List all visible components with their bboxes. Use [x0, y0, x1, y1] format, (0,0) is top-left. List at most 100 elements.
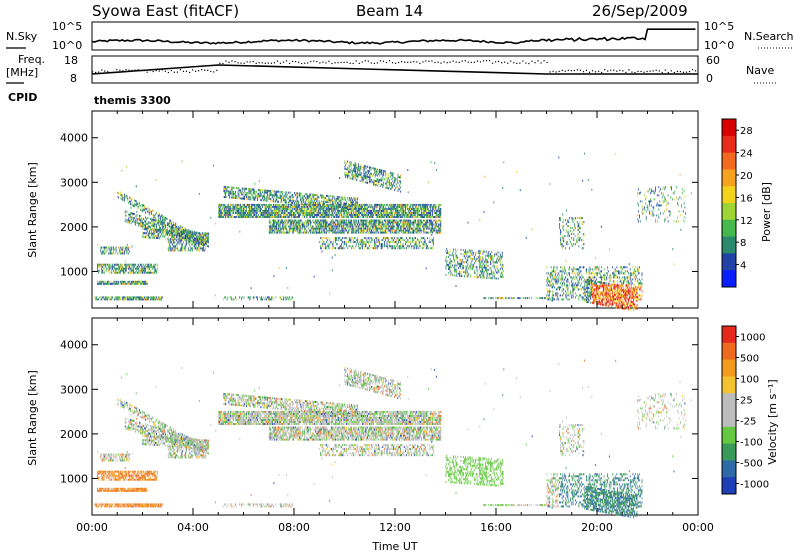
- power-cell: [224, 212, 225, 215]
- power-cell: [352, 225, 353, 228]
- power-cell: [335, 203, 337, 206]
- power-cell: [146, 282, 148, 285]
- power-cell: [135, 282, 137, 285]
- power-cell: [222, 209, 224, 212]
- power-cell: [395, 231, 397, 234]
- power-cell: [151, 232, 153, 235]
- power-cell: [115, 271, 117, 274]
- power-cell: [328, 203, 330, 206]
- power-cell: [234, 192, 236, 195]
- power-cell: [288, 225, 290, 228]
- power-cell: [410, 221, 411, 224]
- power-cell: [346, 214, 348, 217]
- power-cell: [363, 216, 364, 219]
- power-cell: [111, 246, 113, 249]
- power-cell: [171, 249, 172, 252]
- power-cell: [144, 282, 146, 285]
- power-cell: [118, 250, 120, 253]
- power-cell: [429, 214, 431, 217]
- power-cell: [142, 296, 144, 299]
- power-cell: [327, 216, 329, 219]
- power-cell: [434, 212, 436, 215]
- power-cell: [371, 231, 373, 234]
- power-cell: [256, 209, 257, 212]
- power-cell: [131, 280, 133, 283]
- power-cell: [176, 247, 178, 250]
- power-cell: [327, 212, 329, 215]
- nave-point: [225, 60, 227, 62]
- power-cell: [162, 233, 164, 236]
- power-cell: [310, 231, 311, 234]
- power-cell: [251, 214, 252, 217]
- power-cell: [318, 214, 320, 217]
- power-cell: [261, 199, 263, 202]
- power-cell: [174, 236, 176, 239]
- power-cell: [260, 214, 262, 217]
- power-cell: [405, 203, 407, 206]
- power-cell: [324, 196, 326, 199]
- power-cell: [415, 209, 417, 212]
- power-cell: [374, 223, 375, 226]
- power-cell: [306, 214, 308, 217]
- power-cell: [428, 227, 430, 230]
- power-cell: [334, 212, 336, 215]
- power-cell: [134, 282, 136, 285]
- power-cell: [410, 225, 411, 228]
- power-cell: [237, 209, 239, 212]
- power-cell: [342, 207, 344, 210]
- power-cell: [245, 193, 247, 196]
- power-cell: [176, 230, 178, 233]
- power-cell: [395, 203, 396, 206]
- power-cell: [290, 216, 292, 219]
- power-cell: [146, 271, 148, 274]
- power-cell: [314, 199, 316, 202]
- power-cell: [104, 250, 106, 253]
- power-cell: [336, 205, 338, 208]
- power-cell: [102, 265, 103, 268]
- power-cell: [373, 212, 374, 215]
- power-cell: [121, 280, 123, 283]
- power-cell: [343, 206, 345, 209]
- power-cell: [230, 190, 232, 193]
- power-cell: [363, 203, 365, 206]
- power-cell: [315, 223, 316, 226]
- power-cell: [153, 223, 155, 226]
- power-cell: [224, 190, 225, 193]
- power-cell: [305, 231, 307, 234]
- power-cell: [335, 199, 337, 202]
- power-cell: [355, 225, 357, 228]
- power-cell: [256, 190, 257, 193]
- power-cell: [338, 223, 340, 226]
- power-cell: [299, 207, 300, 210]
- power-cell: [340, 209, 342, 212]
- power-cell: [278, 196, 280, 199]
- power-cell: [126, 195, 128, 198]
- power-cell: [347, 207, 348, 210]
- power-cell: [366, 212, 368, 215]
- power-cell: [366, 216, 368, 219]
- power-cell: [312, 225, 314, 228]
- power-cell: [233, 212, 235, 215]
- power-cell: [328, 227, 330, 230]
- power-cell: [428, 225, 430, 228]
- power-cell: [264, 212, 266, 215]
- power-cell: [414, 214, 416, 217]
- power-cell: [320, 204, 321, 207]
- power-cell: [102, 296, 104, 299]
- power-cell: [305, 221, 307, 224]
- power-cell: [122, 252, 124, 255]
- power-cell: [419, 227, 421, 230]
- power-cell: [138, 224, 140, 227]
- power-cell: [252, 212, 254, 215]
- nave-point: [631, 71, 633, 73]
- power-cell: [303, 205, 305, 208]
- power-cell: [169, 229, 171, 232]
- power-cell: [299, 231, 301, 234]
- power-cell: [178, 241, 180, 244]
- power-cell: [241, 197, 243, 200]
- power-cell: [391, 212, 393, 215]
- power-cell: [395, 214, 397, 217]
- power-cell: [318, 231, 320, 234]
- power-cell: [298, 214, 300, 217]
